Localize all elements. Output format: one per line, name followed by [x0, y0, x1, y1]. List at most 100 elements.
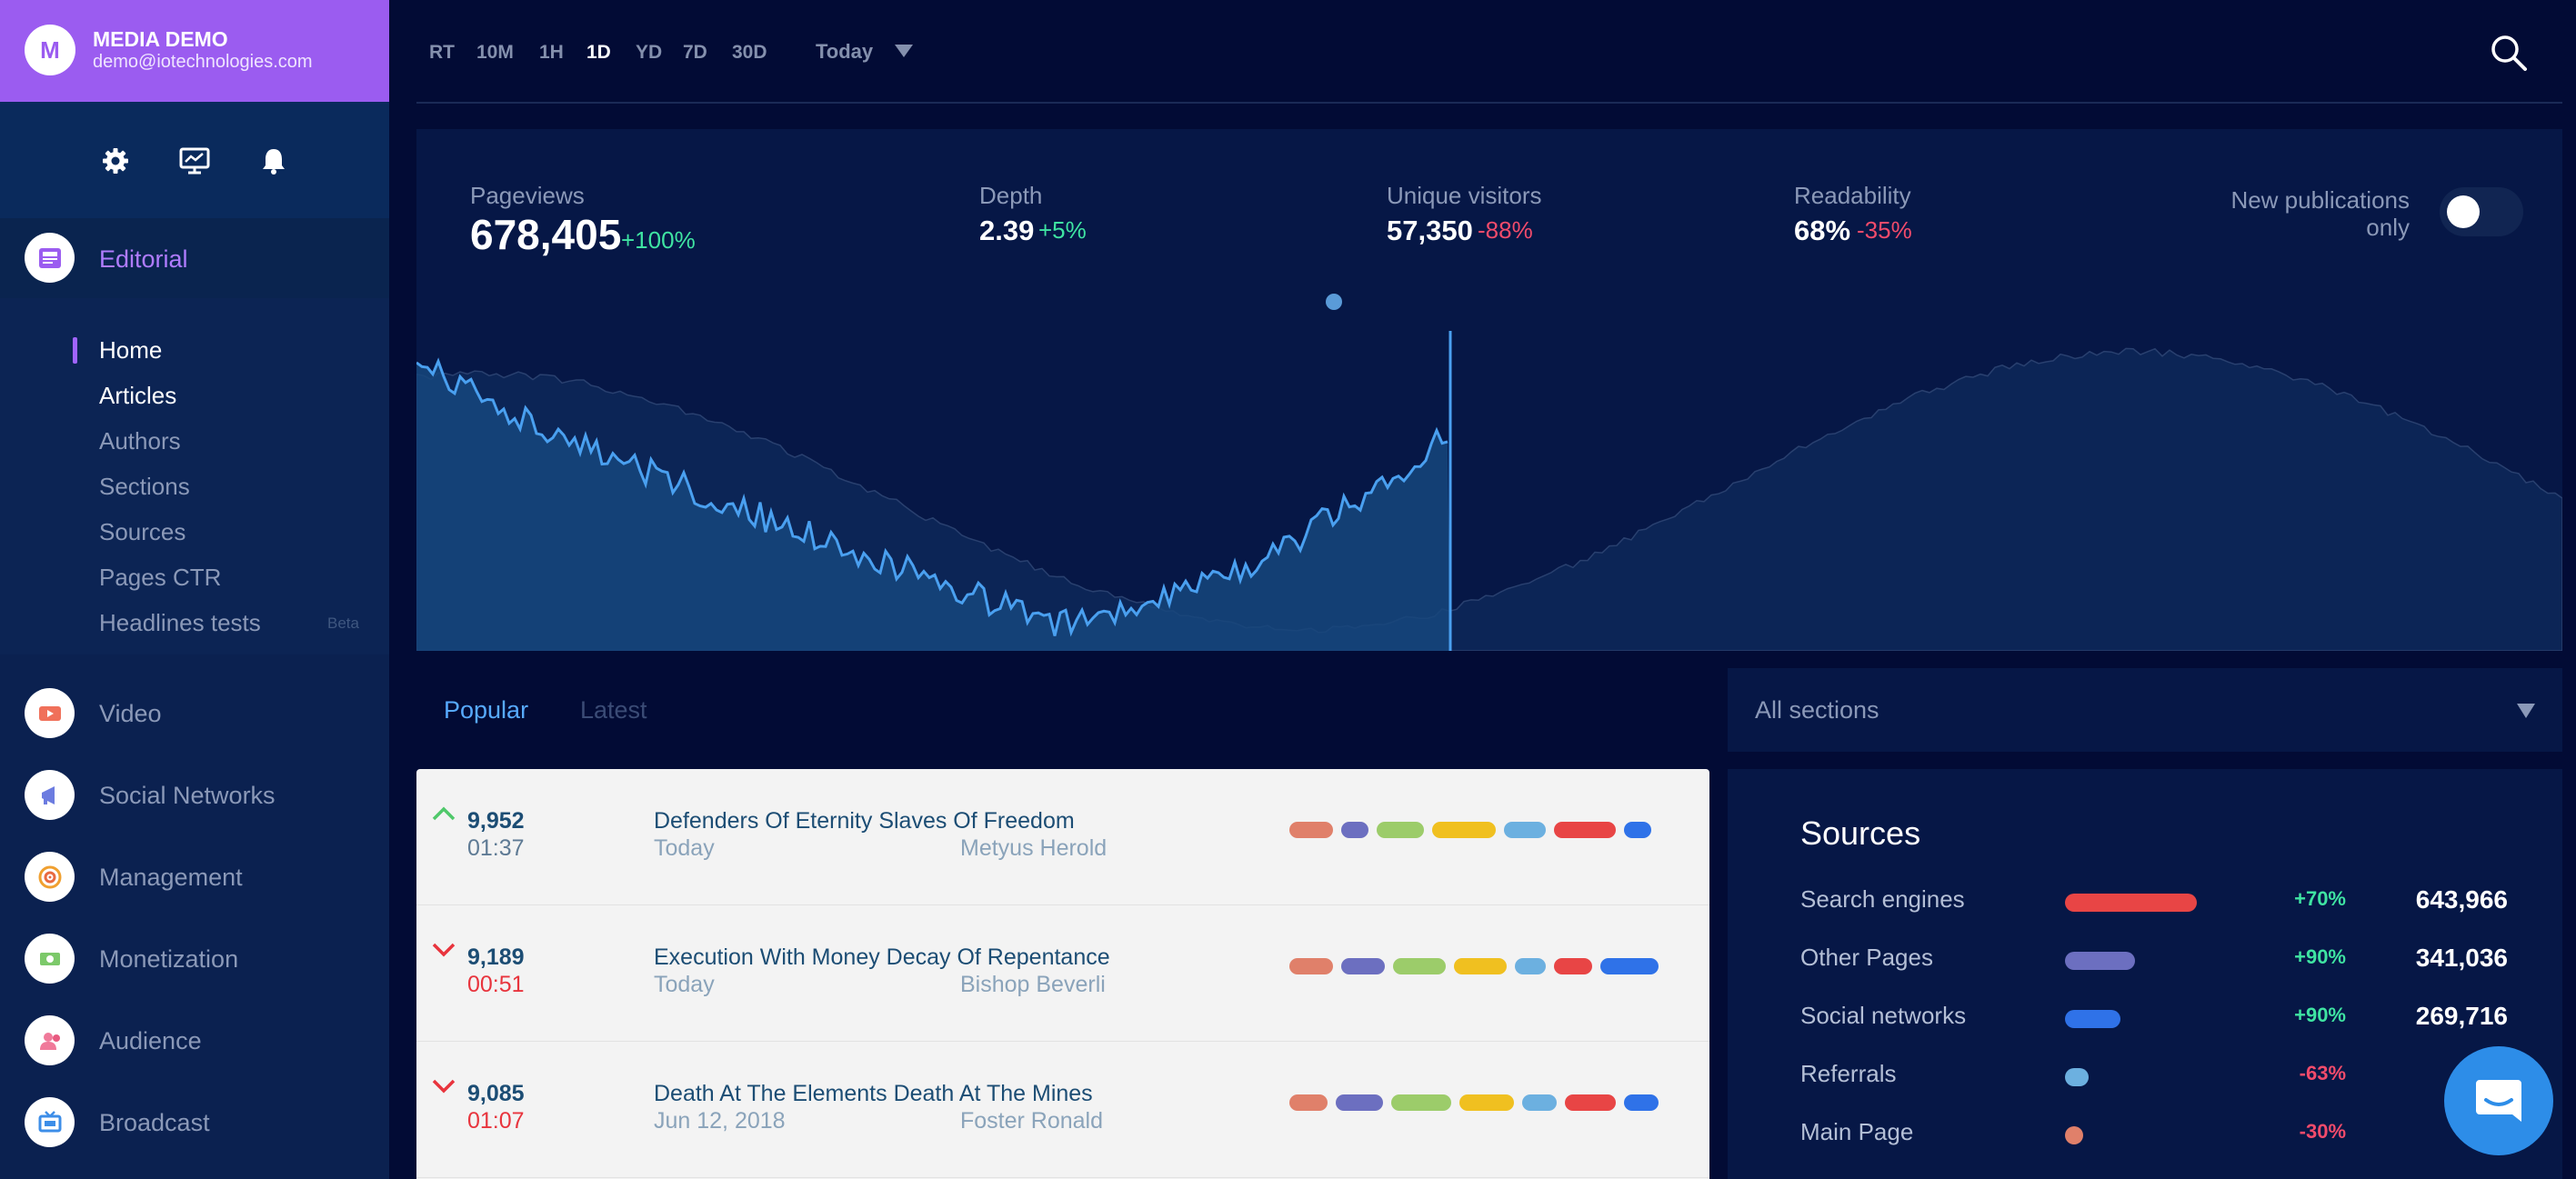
toggle-label-line2: only: [2366, 214, 2410, 241]
metric-depth-change: +5%: [1038, 216, 1087, 244]
submenu-item-articles[interactable]: Articles: [99, 382, 177, 409]
source-name: Social networks: [1800, 1002, 1967, 1029]
source-row[interactable]: Main Page -30% 91,: [1728, 1118, 2562, 1154]
chevron-down-icon: [2517, 704, 2535, 718]
new-publications-toggle[interactable]: [2440, 187, 2523, 236]
range-1d[interactable]: 1D: [586, 42, 611, 63]
source-row[interactable]: Search engines +70% 643,966: [1728, 885, 2562, 922]
chat-launcher-button[interactable]: [2444, 1046, 2553, 1155]
article-title[interactable]: Execution With Money Decay Of Repentance: [654, 944, 1110, 970]
metric-pageviews-label: Pageviews: [470, 182, 585, 209]
source-value: 341,036: [2415, 944, 2508, 972]
metric-readability-value: 68%: [1794, 215, 1851, 246]
submenu-item-sections[interactable]: Sections: [99, 473, 190, 500]
nav-video-label: Video: [99, 700, 162, 727]
video-icon: [25, 688, 75, 738]
target-icon: [25, 852, 75, 902]
article-row[interactable]: 9,189 00:51 Execution With Money Decay O…: [416, 905, 1709, 1042]
source-row[interactable]: Referrals -63% 118,: [1728, 1060, 2562, 1096]
range-10m[interactable]: 10M: [476, 42, 514, 63]
toggle-label-line1: New publications: [2230, 186, 2410, 214]
article-source-bars: [1289, 958, 1659, 974]
metric-readability-change: -35%: [1857, 216, 1912, 244]
search-icon[interactable]: [2489, 33, 2529, 73]
chart-current-area: [416, 361, 1450, 651]
source-pill: [1289, 822, 1333, 838]
metric-readability-label: Readability: [1794, 182, 1911, 209]
metric-pageviews-change: +100%: [621, 226, 696, 254]
source-share-bar: [2065, 952, 2135, 970]
source-share-bar: [2065, 1068, 2089, 1086]
range-yd[interactable]: YD: [636, 42, 663, 63]
source-pill: [1377, 822, 1424, 838]
article-title[interactable]: Death At The Elements Death At The Mines: [654, 1081, 1093, 1106]
account-email: demo@iotechnologies.com: [93, 52, 313, 72]
submenu-item-headlines-tests[interactable]: Headlines tests: [99, 609, 261, 636]
source-pill: [1515, 958, 1546, 974]
source-pill: [1624, 822, 1651, 838]
trend-down-icon: [432, 1079, 456, 1094]
range-7d[interactable]: 7D: [683, 42, 707, 63]
submenu-item-sources[interactable]: Sources: [99, 518, 186, 545]
article-date: Jun 12, 2018: [654, 1108, 786, 1134]
period-select[interactable]: Today: [816, 40, 874, 63]
source-row[interactable]: Other Pages +90% 341,036: [1728, 944, 2562, 980]
tab-latest[interactable]: Latest: [580, 696, 647, 724]
article-read-time: 00:51: [467, 972, 525, 997]
bell-icon[interactable]: [256, 143, 292, 179]
article-row[interactable]: 9,952 01:37 Defenders Of Eternity Slaves…: [416, 769, 1709, 905]
section-filter-select[interactable]: All sections: [1728, 668, 2562, 752]
caret-down-icon[interactable]: [895, 45, 913, 57]
article-author: Foster Ronald: [960, 1108, 1104, 1134]
nav-editorial-label: Editorial: [99, 245, 188, 273]
tab-popular[interactable]: Popular: [444, 696, 529, 724]
toggle-knob: [2447, 195, 2480, 228]
metric-depth-value: 2.39: [979, 215, 1035, 246]
sidebar-toolbar: [0, 102, 389, 218]
source-pill: [1336, 1094, 1383, 1111]
chart-event-marker[interactable]: [1326, 294, 1342, 310]
article-source-bars: [1289, 822, 1651, 838]
account-header[interactable]: M MEDIA DEMO demo@iotechnologies.com: [0, 0, 389, 102]
source-pill: [1554, 958, 1592, 974]
gear-icon[interactable]: [97, 143, 134, 179]
source-pill: [1554, 822, 1616, 838]
range-1h[interactable]: 1H: [539, 42, 564, 63]
submenu-item-pages-ctr[interactable]: Pages CTR: [99, 564, 222, 591]
source-pill: [1565, 1094, 1616, 1111]
source-pill: [1393, 958, 1446, 974]
source-pill: [1459, 1094, 1514, 1111]
source-pill: [1391, 1094, 1451, 1111]
article-title[interactable]: Defenders Of Eternity Slaves Of Freedom: [654, 808, 1075, 834]
megaphone-icon: [25, 770, 75, 820]
tv-icon: [25, 1097, 75, 1147]
nav-broadcast-label: Broadcast: [99, 1109, 210, 1136]
source-name: Referrals: [1800, 1060, 1897, 1087]
chart-current-line: [416, 357, 1448, 637]
source-row[interactable]: Social networks +90% 269,716: [1728, 1002, 2562, 1038]
trend-down-icon: [432, 943, 456, 957]
source-pill: [1432, 822, 1496, 838]
source-pill: [1341, 822, 1368, 838]
source-share-bar: [2065, 894, 2197, 912]
presentation-icon[interactable]: [176, 143, 213, 179]
submenu-item-home[interactable]: Home: [99, 336, 163, 364]
source-change: -30%: [2299, 1120, 2346, 1143]
source-pill: [1289, 958, 1333, 974]
avatar[interactable]: M: [25, 25, 75, 75]
nav-management-label: Management: [99, 864, 243, 891]
nav-social-networks-label: Social Networks: [99, 782, 276, 809]
source-value: 269,716: [2415, 1002, 2508, 1030]
nav-editorial[interactable]: Editorial: [0, 218, 389, 298]
article-views: 9,189: [467, 944, 525, 970]
article-views: 9,952: [467, 808, 525, 834]
section-filter-value: All sections: [1755, 696, 1879, 724]
article-row[interactable]: 9,085 01:07 Death At The Elements Death …: [416, 1042, 1709, 1178]
submenu-item-authors[interactable]: Authors: [99, 427, 181, 455]
source-change: +90%: [2294, 1004, 2346, 1026]
range-rt[interactable]: RT: [429, 42, 455, 63]
traffic-chart[interactable]: [416, 329, 2562, 651]
source-pill: [1289, 1094, 1328, 1111]
source-change: +90%: [2294, 945, 2346, 968]
range-30d[interactable]: 30D: [732, 42, 767, 63]
